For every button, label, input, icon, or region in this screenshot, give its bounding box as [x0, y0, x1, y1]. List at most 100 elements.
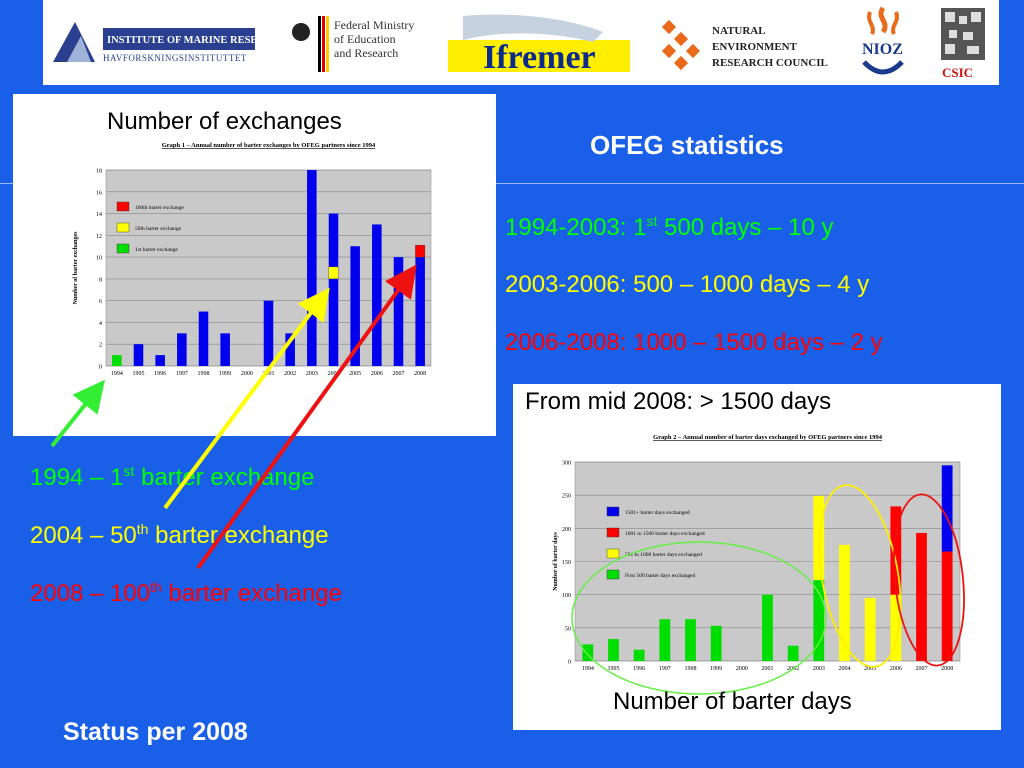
bar — [350, 246, 360, 366]
x-tick-label: 2003 — [813, 666, 825, 672]
y-tick-label: 50 — [565, 626, 571, 632]
legend-swatch — [116, 243, 130, 254]
legend-label: 1st barter exchange — [135, 247, 178, 253]
bar-segment — [864, 597, 876, 661]
legend-swatch — [606, 527, 620, 538]
y-tick-label: 4 — [99, 321, 102, 327]
exchanges-chart: Graph 1 – Annual number of barter exchan… — [73, 142, 432, 377]
nerc-logo-line2: ENVIRONMENT — [712, 41, 798, 53]
bar-segment — [941, 465, 953, 552]
bar-segment — [762, 594, 773, 661]
x-tick-label: 1995 — [608, 666, 620, 672]
bar — [415, 257, 425, 366]
event-1-text-end: barter exchange — [134, 464, 315, 491]
event-2-sup: th — [136, 521, 149, 537]
legend-label: 1501+ barter days exchanged — [625, 510, 690, 516]
bmbf-logo: Federal Ministry of Education and Resear… — [292, 16, 414, 72]
slide-title: OFEG statistics — [590, 130, 784, 160]
legend-swatch — [606, 548, 620, 559]
x-tick-label: 1994 — [582, 666, 594, 672]
x-tick-label: 1999 — [710, 666, 722, 672]
event-3-text-end: barter exchange — [161, 580, 342, 607]
y-tick-label: 250 — [562, 494, 571, 500]
nerc-logo-line3: RESEARCH COUNCIL — [712, 57, 828, 69]
bar — [198, 311, 209, 366]
chart-title: Graph 1 – Annual number of barter exchan… — [162, 142, 376, 149]
x-tick-label: 2000 — [736, 666, 748, 672]
event-3-text: 2008 – 100 — [30, 580, 151, 607]
y-tick-label: 14 — [96, 212, 102, 218]
legend-label: First 500 barter days exchanged — [625, 573, 696, 579]
stat-line-2: 2003-2006: 500 – 1000 days – 4 y — [505, 271, 869, 299]
x-tick-label: 1996 — [154, 371, 166, 377]
bar-segment — [813, 580, 825, 661]
footer-status: Status per 2008 — [63, 718, 248, 746]
bar-segment — [941, 551, 953, 661]
milestone-marker — [328, 266, 339, 280]
bar — [220, 333, 230, 366]
stat-line-1: 1994-2003: 1st 500 days – 10 y — [505, 213, 833, 242]
stat-line-3: 2006-2008: 1000 – 1500 days – 2 y — [505, 329, 883, 357]
nerc-logo: NATURAL ENVIRONMENT RESEARCH COUNCIL — [661, 19, 828, 71]
bar-segment — [890, 594, 902, 661]
y-tick-label: 150 — [562, 560, 571, 566]
y-tick-label: 6 — [99, 299, 102, 305]
nioz-logo-text: NIOZ — [862, 41, 903, 58]
imr-logo-line2: HAVFORSKNINGSINSTITUTTET — [103, 53, 247, 63]
logo-bar: INSTITUTE OF MARINE RESEARCH HAVFORSKNIN… — [43, 0, 999, 85]
y-tick-label: 8 — [99, 277, 102, 283]
y-tick-label: 200 — [562, 527, 571, 533]
ifremer-logo: Ifremer — [448, 14, 630, 74]
event-line-1: 1994 – 1st barter exchange — [30, 463, 314, 492]
nioz-logo: NIOZ — [862, 6, 904, 75]
bar — [285, 333, 295, 366]
x-tick-label: 1996 — [633, 666, 645, 672]
bar — [307, 170, 317, 366]
bmbf-logo-line2: of Education — [334, 32, 396, 46]
x-tick-label: 2003 — [306, 371, 318, 377]
bar — [112, 355, 122, 366]
legend-swatch — [116, 222, 130, 233]
nerc-logo-line1: NATURAL — [712, 25, 766, 37]
bar-segment — [839, 544, 850, 661]
event-line-2: 2004 – 50th barter exchange — [30, 521, 329, 550]
x-tick-label: 1995 — [133, 371, 145, 377]
event-1-sup: st — [123, 463, 135, 479]
x-tick-label: 2008 — [414, 371, 426, 377]
x-tick-label: 2006 — [371, 371, 383, 377]
y-tick-label: 0 — [568, 660, 571, 666]
barter-days-panel-top-label: From mid 2008: > 1500 days — [525, 388, 832, 415]
csic-logo: CSIC — [941, 8, 985, 80]
x-tick-label: 1994 — [111, 371, 123, 377]
x-tick-label: 2004 — [839, 666, 851, 672]
x-tick-label: 2006 — [890, 666, 902, 672]
y-tick-label: 16 — [96, 190, 102, 196]
bar — [133, 344, 144, 366]
stat-1-sup: st — [646, 213, 658, 229]
bar-segment — [633, 649, 645, 661]
stat-1-text: 1994-2003: 1 — [505, 214, 647, 241]
y-tick-label: 10 — [96, 256, 102, 262]
legend-label: 100th barter exchange — [135, 205, 184, 211]
legend-label: 1001 to 1500 barter days exchanged — [625, 531, 705, 537]
y-tick-label: 0 — [99, 365, 102, 371]
bar-segment — [710, 625, 722, 661]
imr-logo: INSTITUTE OF MARINE RESEARCH HAVFORSKNIN… — [53, 22, 257, 63]
x-tick-label: 2005 — [349, 371, 361, 377]
y-tick-label: 18 — [96, 169, 102, 175]
legend-swatch — [606, 506, 620, 517]
x-tick-label: 2004 — [328, 371, 340, 377]
bar-segment — [659, 619, 671, 661]
bar-segment — [890, 506, 902, 595]
event-2-text-end: barter exchange — [148, 522, 329, 549]
legend-label: 50th barter exchange — [135, 226, 182, 232]
header-divider — [0, 183, 1024, 184]
x-tick-label: 1998 — [198, 371, 210, 377]
y-axis-label: Number of barter exchanges — [73, 231, 79, 305]
bmbf-logo-line1: Federal Ministry — [334, 18, 414, 32]
chart-title: Graph 2 – Annual number of barter days e… — [653, 434, 883, 441]
stat-2-text: 2003-2006: 500 – 1000 days – 4 y — [505, 271, 870, 298]
legend-swatch — [116, 201, 130, 212]
x-tick-label: 2000 — [241, 371, 253, 377]
y-tick-label: 100 — [562, 593, 571, 599]
